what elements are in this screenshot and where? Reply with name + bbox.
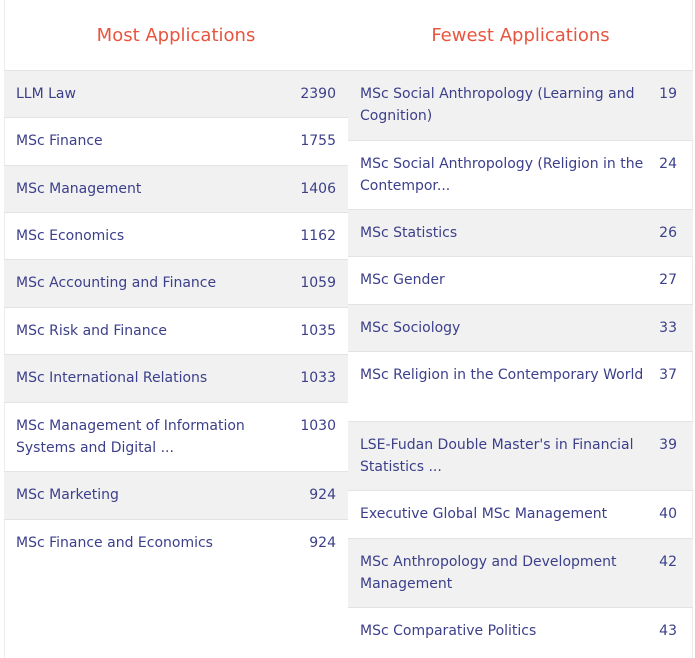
list-item[interactable]: MSc Finance 1755 (4, 118, 348, 166)
application-count: 33 (659, 320, 677, 336)
list-item[interactable]: MSc Gender 27 (348, 257, 693, 305)
program-name: MSc Statistics (360, 225, 458, 241)
list-item[interactable]: MSc Economics 1162 (4, 213, 348, 260)
program-name: MSc Finance (16, 133, 103, 149)
application-count: 27 (659, 272, 677, 288)
fewest-applications-heading: Fewest Applications (431, 25, 610, 46)
list-item[interactable]: LLM Law 2390 (4, 71, 348, 118)
program-name: MSc Finance and Economics (16, 535, 213, 551)
program-name: MSc Management of Information Systems an… (16, 418, 245, 456)
application-count: 40 (659, 506, 677, 522)
program-name: MSc Management (16, 181, 142, 197)
application-count: 2390 (300, 86, 336, 102)
program-name: MSc Religion in the Contemporary World (360, 367, 644, 383)
program-name: MSc Social Anthropology (Religion in the… (360, 156, 644, 194)
most-applications-column: Most Applications LLM Law 2390 MSc Finan… (4, 0, 348, 568)
list-item[interactable]: MSc Marketing 924 (4, 472, 348, 520)
application-count: 1035 (300, 323, 336, 339)
application-count: 42 (659, 554, 677, 570)
program-name: MSc Gender (360, 272, 445, 288)
application-count: 924 (309, 487, 336, 503)
program-name: MSc Marketing (16, 487, 119, 503)
application-count: 1406 (300, 181, 336, 197)
list-item[interactable]: MSc Risk and Finance 1035 (4, 308, 348, 355)
list-item[interactable]: MSc Statistics 26 (348, 210, 693, 257)
list-item[interactable]: MSc Comparative Politics 43 (348, 608, 693, 656)
program-name: MSc Sociology (360, 320, 461, 336)
application-count: 924 (309, 535, 336, 551)
application-count: 1059 (300, 275, 336, 291)
list-item[interactable]: MSc Finance and Economics 924 (4, 520, 348, 568)
program-name: LLM Law (16, 86, 76, 102)
program-name: MSc Social Anthropology (Learning and Co… (360, 86, 635, 124)
program-name: MSc International Relations (16, 370, 208, 386)
program-name: LSE-Fudan Double Master's in Financial S… (360, 437, 634, 475)
list-item[interactable]: MSc Management of Information Systems an… (4, 403, 348, 472)
application-count: 39 (659, 437, 677, 453)
list-item[interactable]: Executive Global MSc Management 40 (348, 491, 693, 539)
list-item[interactable]: MSc International Relations 1033 (4, 355, 348, 403)
list-item[interactable]: MSc Anthropology and Development Managem… (348, 539, 693, 608)
fewest-applications-column: Fewest Applications MSc Social Anthropol… (348, 0, 693, 656)
program-name: MSc Comparative Politics (360, 623, 537, 639)
list-item[interactable]: MSc Social Anthropology (Religion in the… (348, 141, 693, 210)
program-name: MSc Accounting and Finance (16, 275, 217, 291)
list-item[interactable]: MSc Accounting and Finance 1059 (4, 260, 348, 308)
list-item[interactable]: MSc Religion in the Contemporary World 3… (348, 352, 693, 422)
application-count: 19 (659, 86, 677, 102)
application-count: 1755 (300, 133, 336, 149)
program-name: MSc Anthropology and Development Managem… (360, 554, 617, 592)
list-item[interactable]: LSE-Fudan Double Master's in Financial S… (348, 422, 693, 491)
program-name: MSc Risk and Finance (16, 323, 167, 339)
application-count: 1030 (300, 418, 336, 434)
application-count: 24 (659, 156, 677, 172)
application-count: 1033 (300, 370, 336, 386)
application-count: 26 (659, 225, 677, 241)
application-count: 37 (659, 367, 677, 383)
list-item[interactable]: MSc Sociology 33 (348, 305, 693, 352)
most-applications-list: LLM Law 2390 MSc Finance 1755 MSc Manage… (4, 70, 348, 568)
list-item[interactable]: MSc Management 1406 (4, 166, 348, 213)
fewest-applications-list: MSc Social Anthropology (Learning and Co… (348, 70, 693, 656)
most-applications-heading: Most Applications (96, 25, 256, 46)
program-name: MSc Economics (16, 228, 125, 244)
program-name: Executive Global MSc Management (360, 506, 608, 522)
application-count: 1162 (300, 228, 336, 244)
list-item[interactable]: MSc Social Anthropology (Learning and Co… (348, 71, 693, 141)
application-count: 43 (659, 623, 677, 639)
